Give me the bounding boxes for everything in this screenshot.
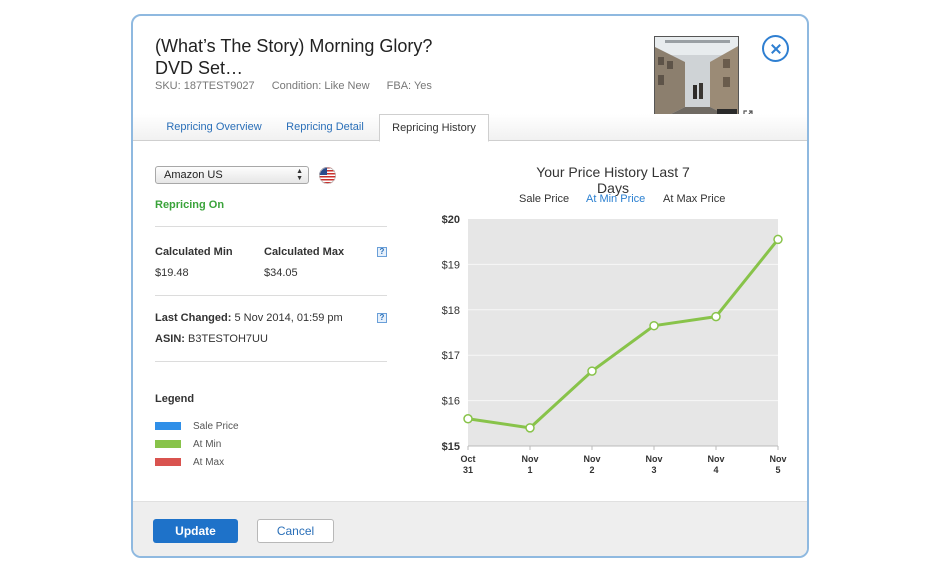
y-tick-label: $16	[442, 396, 460, 408]
calculated-max-value: $34.05	[264, 267, 298, 279]
repricing-modal: (What’s The Story) Morning Glory? DVD Se…	[131, 14, 809, 558]
y-tick-label: $15	[442, 441, 460, 453]
calculated-max-label: Calculated Max	[264, 246, 345, 258]
legend-label-at-max: At Max	[193, 457, 225, 468]
x-tick-label: Nov	[769, 454, 786, 464]
legend-label-sale-price: Sale Price	[193, 421, 239, 432]
y-tick-label: $18	[442, 305, 460, 317]
data-point	[649, 320, 659, 331]
modal-footer: Update Cancel	[133, 501, 807, 556]
data-point	[525, 423, 535, 433]
y-tick-label: $20	[442, 214, 460, 226]
series-line	[467, 238, 780, 430]
legend-swatch-at-max	[155, 458, 181, 466]
update-button[interactable]: Update	[153, 519, 238, 543]
help-icon[interactable]: ?	[377, 313, 387, 323]
y-tick-label: $19	[442, 259, 460, 271]
x-tick-label: Oct	[460, 454, 475, 464]
x-tick-label: 1	[527, 465, 532, 475]
asin-value: B3TESTOH7UU	[188, 333, 268, 345]
asin-row: ASIN: B3TESTOH7UU	[155, 333, 268, 345]
us-flag-icon	[319, 167, 336, 184]
last-changed-row: Last Changed: 5 Nov 2014, 01:59 pm	[155, 312, 343, 324]
tab-repricing-detail[interactable]: Repricing Detail	[286, 121, 364, 133]
select-arrows-icon: ▲ ▼	[296, 168, 303, 182]
y-tick-label: $17	[442, 350, 460, 362]
chart-title: Your Price History Last 7 Days	[536, 164, 690, 196]
product-thumbnail[interactable]	[654, 36, 739, 121]
calculated-min-label: Calculated Min	[155, 246, 233, 258]
x-tick-label: Nov	[707, 454, 724, 464]
cancel-button[interactable]: Cancel	[257, 519, 334, 543]
tab-bar: Repricing Overview Repricing Detail Repr…	[133, 114, 807, 142]
fba-text: FBA: Yes	[386, 80, 432, 92]
x-tick-label: 3	[651, 465, 656, 475]
legend-label-at-min: At Min	[193, 439, 222, 450]
sku-text: SKU: 187TEST9027	[155, 80, 255, 92]
data-point	[773, 234, 783, 245]
data-point	[711, 311, 721, 322]
x-tick-label: 4	[713, 465, 718, 475]
x-tick-label: Nov	[645, 454, 662, 464]
tab-repricing-history[interactable]: Repricing History	[379, 114, 489, 142]
asin-label: ASIN:	[155, 333, 185, 345]
legend-title: Legend	[155, 393, 195, 405]
divider	[155, 226, 387, 227]
product-meta: SKU: 187TEST9027 Condition: Like New FBA…	[155, 80, 446, 92]
series-toggle-sale-price[interactable]: Sale Price	[519, 193, 570, 205]
x-tick-label: Nov	[521, 454, 538, 464]
album-cover-image	[655, 37, 738, 120]
modal-header: (What’s The Story) Morning Glory? DVD Se…	[133, 16, 807, 141]
series-toggle-at-min-price[interactable]: At Min Price	[586, 193, 646, 205]
legend-swatch-at-min	[155, 440, 181, 448]
data-point	[463, 414, 473, 424]
calculated-min-value: $19.48	[155, 267, 189, 279]
marketplace-value: Amazon US	[164, 169, 223, 181]
x-tick-label: Nov	[583, 454, 600, 464]
tab-repricing-overview[interactable]: Repricing Overview	[166, 121, 262, 133]
series-toggle-at-max-price[interactable]: At Max Price	[663, 193, 726, 205]
legend-swatch-sale-price	[155, 422, 181, 430]
product-title: (What’s The Story) Morning Glory? DVD Se…	[155, 36, 433, 78]
x-tick-label: 2	[589, 465, 594, 475]
price-history-chart: $20$19$18$17$16$15Oct31Nov1Nov2Nov3Nov4N…	[442, 214, 787, 475]
repricing-status: Repricing On	[155, 199, 225, 211]
close-button[interactable]	[762, 35, 789, 62]
x-tick-label: 5	[775, 465, 780, 475]
last-changed-label: Last Changed:	[155, 312, 232, 324]
x-tick-label: 31	[463, 465, 473, 475]
data-point	[587, 366, 597, 376]
divider	[155, 361, 387, 362]
last-changed-value: 5 Nov 2014, 01:59 pm	[234, 312, 343, 324]
plot-area	[468, 219, 778, 446]
help-icon[interactable]: ?	[377, 247, 387, 257]
marketplace-select[interactable]: Amazon US ▲ ▼	[155, 166, 309, 184]
divider	[155, 295, 387, 296]
condition-text: Condition: Like New	[271, 80, 370, 92]
